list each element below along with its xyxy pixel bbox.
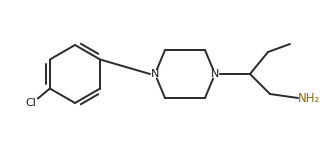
Text: NH₂: NH₂: [298, 91, 320, 104]
Text: Cl: Cl: [26, 98, 36, 108]
Text: N: N: [211, 69, 219, 79]
Text: N: N: [151, 69, 159, 79]
